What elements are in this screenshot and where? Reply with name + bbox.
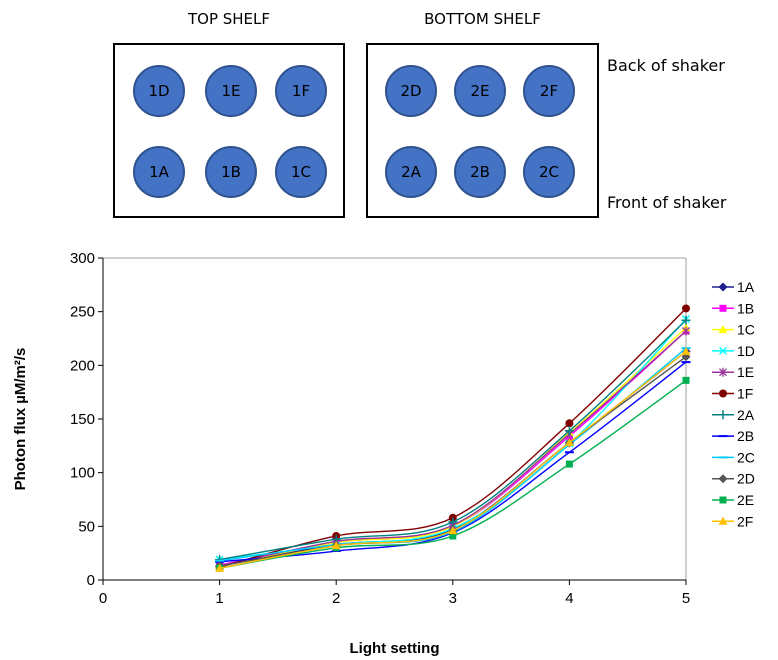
legend-label: 1D bbox=[737, 343, 755, 359]
legend-entry-2c: 2C bbox=[712, 449, 755, 465]
data-point bbox=[331, 541, 341, 550]
data-point bbox=[681, 315, 691, 325]
legend-marker bbox=[719, 367, 727, 377]
legend-label: 2F bbox=[737, 513, 753, 529]
legend-label: 2B bbox=[737, 428, 754, 444]
series-line bbox=[219, 350, 687, 569]
data-point bbox=[565, 419, 574, 428]
x-tick-label: 1 bbox=[215, 590, 223, 607]
x-tick-label: 3 bbox=[449, 590, 457, 607]
legend-label: 1E bbox=[737, 364, 754, 380]
series-line bbox=[219, 319, 687, 561]
top-shelf-title: TOP SHELF bbox=[187, 10, 271, 28]
data-point bbox=[682, 376, 690, 384]
legend-entry-1f: 1F bbox=[712, 386, 753, 402]
series-2f bbox=[215, 346, 691, 572]
legend-entry-1e: 1E bbox=[712, 364, 754, 380]
flask-1d: 1D bbox=[133, 65, 185, 117]
y-tick-label: 0 bbox=[87, 572, 95, 589]
y-tick-label: 200 bbox=[70, 357, 95, 374]
y-tick-label: 100 bbox=[70, 465, 95, 482]
flask-2f: 2F bbox=[523, 65, 575, 117]
y-tick-label: 300 bbox=[70, 250, 95, 267]
legend-marker bbox=[718, 282, 728, 292]
legend-entry-1a: 1A bbox=[712, 279, 755, 295]
back-of-shaker-label: Back of shaker bbox=[607, 56, 725, 75]
top-shelf-box: 1D 1E 1F 1A 1B 1C bbox=[113, 43, 345, 218]
legend-entry-1d: 1D bbox=[712, 343, 755, 359]
legend-marker bbox=[718, 516, 728, 525]
legend-entry-1b: 1B bbox=[712, 300, 754, 316]
legend-label: 1F bbox=[737, 386, 753, 402]
series-line bbox=[219, 361, 687, 563]
flask-2c: 2C bbox=[523, 146, 575, 198]
legend-marker bbox=[718, 410, 728, 420]
data-point bbox=[448, 517, 458, 527]
y-tick-label: 250 bbox=[70, 304, 95, 321]
flask-2b: 2B bbox=[454, 146, 506, 198]
legend-label: 1B bbox=[737, 300, 754, 316]
data-point bbox=[682, 326, 690, 336]
x-tick-label: 2 bbox=[332, 590, 340, 607]
legend-entry-2a: 2A bbox=[712, 407, 755, 423]
flask-1b: 1B bbox=[205, 146, 257, 198]
data-point bbox=[215, 563, 225, 572]
legend-marker bbox=[719, 304, 727, 312]
x-tick-label: 5 bbox=[682, 590, 690, 607]
data-point bbox=[564, 438, 574, 447]
series-line bbox=[219, 330, 687, 567]
legend-entry-2b: 2B bbox=[712, 428, 754, 444]
bottom-shelf-box: 2D 2E 2F 2A 2B 2C bbox=[366, 43, 599, 218]
legend-label: 2E bbox=[737, 492, 754, 508]
legend-marker bbox=[719, 389, 727, 398]
legend-entry-2d: 2D bbox=[712, 471, 755, 487]
flask-1c: 1C bbox=[275, 146, 327, 198]
series-line bbox=[219, 307, 687, 568]
legend-marker bbox=[718, 474, 728, 484]
data-point bbox=[449, 532, 457, 540]
flask-1f: 1F bbox=[275, 65, 327, 117]
flask-2d: 2D bbox=[385, 65, 437, 117]
front-of-shaker-label: Front of shaker bbox=[607, 193, 727, 212]
flask-1e: 1E bbox=[205, 65, 257, 117]
data-point bbox=[565, 460, 573, 468]
data-point bbox=[564, 426, 574, 436]
legend-label: 1C bbox=[737, 322, 755, 338]
legend-entry-1c: 1C bbox=[712, 322, 755, 338]
legend-label: 2D bbox=[737, 471, 755, 487]
y-tick-label: 150 bbox=[70, 411, 95, 428]
flask-2a: 2A bbox=[385, 146, 437, 198]
legend-label: 1A bbox=[737, 279, 755, 295]
legend-entry-2e: 2E bbox=[712, 492, 754, 508]
legend-marker bbox=[718, 325, 728, 334]
x-tick-label: 4 bbox=[565, 590, 573, 607]
flask-2e: 2E bbox=[454, 65, 506, 117]
legend-marker bbox=[719, 496, 727, 504]
legend-label: 2C bbox=[737, 449, 755, 465]
legend-label: 2A bbox=[737, 407, 755, 423]
legend-marker bbox=[718, 346, 728, 355]
y-axis-label: Photon flux µM/m²/s bbox=[12, 348, 29, 491]
legend-entry-2f: 2F bbox=[712, 513, 753, 529]
data-point bbox=[448, 526, 458, 535]
flask-1a: 1A bbox=[133, 146, 185, 198]
bottom-shelf-title: BOTTOM SHELF bbox=[424, 10, 541, 28]
data-point bbox=[681, 346, 691, 355]
x-tick-label: 0 bbox=[99, 590, 107, 607]
data-point bbox=[682, 304, 690, 313]
x-axis-label: Light setting bbox=[350, 640, 440, 657]
y-tick-label: 50 bbox=[78, 518, 95, 535]
